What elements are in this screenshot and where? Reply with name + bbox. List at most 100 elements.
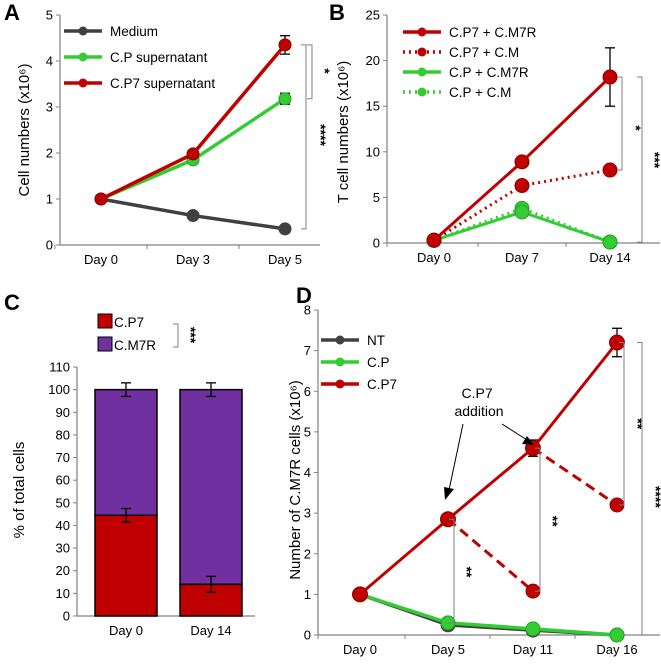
legend-label: C.P7: [367, 377, 397, 392]
y-tick-label: 80: [56, 427, 70, 442]
data-point: [602, 69, 618, 85]
series-line: [359, 592, 618, 637]
y-tick-label: 0: [304, 628, 311, 643]
panel-label: C: [4, 290, 20, 315]
significance-bracket: [617, 76, 623, 171]
significance-label: *: [317, 68, 333, 74]
annotation-arrow: [448, 423, 464, 491]
significance-bracket: [301, 44, 307, 230]
data-point: [609, 627, 625, 643]
y-tick-label: 6: [304, 384, 311, 399]
x-tick-label: Day 0: [84, 252, 118, 267]
significance-label: ***: [647, 152, 661, 169]
legend-label: C.P7 + C.M: [449, 45, 519, 60]
y-tick-label: 3: [304, 506, 311, 521]
series-line: [359, 592, 618, 637]
significance-bracket: [637, 342, 643, 636]
bar-segment: [94, 388, 158, 517]
legend-label: C.P7 supernatant: [110, 76, 215, 91]
data-point: [602, 234, 618, 250]
x-tick-label: Day 0: [109, 623, 143, 638]
legend-label: C.M7R: [114, 338, 156, 353]
legend-marker: [417, 67, 427, 77]
y-axis-label: Cell numbers (x10⁶): [16, 64, 33, 197]
y-axis-label: % of total cells: [11, 442, 28, 539]
y-axis-label: T cell numbers (x10⁶): [335, 61, 352, 204]
series-line: [359, 341, 619, 596]
y-tick-label: 15: [366, 99, 380, 114]
bar-segment: [179, 583, 243, 617]
y-tick-label: 5: [304, 424, 311, 439]
legend-marker: [417, 27, 427, 37]
legend-marker: [78, 78, 88, 88]
x-tick-label: Day 5: [268, 252, 302, 267]
y-tick-label: 70: [56, 450, 70, 465]
data-point: [426, 232, 442, 248]
legend-marker: [335, 357, 345, 367]
significance-bracket: [449, 518, 455, 624]
addition-branch-line: [532, 446, 618, 507]
y-tick-label: 2: [46, 146, 53, 161]
significance-bracket: [307, 44, 313, 100]
legend-marker: [78, 26, 88, 36]
bar-segment: [179, 388, 243, 586]
annotation-line-2: addition: [454, 403, 503, 419]
data-point: [514, 154, 530, 170]
x-tick-label: Day 14: [190, 623, 231, 638]
significance-label: **: [459, 567, 475, 578]
legend-marker: [417, 87, 427, 97]
data-point: [278, 222, 292, 236]
legend-label: Medium: [110, 24, 158, 39]
series-line: [100, 43, 287, 201]
y-tick-label: 0: [63, 609, 70, 624]
significance-bracket: [173, 323, 179, 348]
panel-label: A: [4, 0, 20, 25]
legend-label: C.P + C.M: [449, 85, 511, 100]
data-point: [278, 92, 292, 106]
y-tick-label: 20: [56, 563, 70, 578]
y-tick-label: 1: [46, 192, 53, 207]
data-point: [602, 162, 618, 178]
legend-label: NT: [367, 333, 385, 348]
x-tick-label: Day 7: [505, 250, 539, 265]
x-tick-label: Day 16: [596, 642, 637, 657]
data-point: [514, 204, 530, 220]
data-point: [440, 511, 456, 528]
y-tick-label: 0: [373, 236, 380, 251]
legend-label: C.P7 + C.M7R: [449, 25, 537, 40]
legend-label: C.P: [367, 355, 390, 370]
data-point: [440, 615, 456, 631]
x-tick-label: Day 11: [513, 642, 553, 657]
y-tick-label: 110: [49, 360, 70, 375]
x-tick-label: Day 14: [589, 250, 630, 265]
data-point: [186, 147, 200, 161]
y-tick-label: 30: [56, 541, 70, 556]
arrowhead: [444, 487, 454, 500]
panel-label: D: [296, 283, 312, 308]
panel-label: B: [329, 0, 345, 25]
legend-marker: [335, 335, 345, 345]
y-tick-label: 5: [373, 190, 380, 205]
y-tick-label: 10: [366, 144, 380, 159]
y-tick-label: 0: [46, 238, 53, 253]
x-tick-label: Day 0: [343, 642, 377, 657]
y-tick-label: 2: [304, 546, 311, 561]
y-tick-label: 4: [304, 465, 311, 480]
y-tick-label: 3: [46, 100, 53, 115]
y-tick-label: 100: [48, 382, 70, 397]
significance-label: ****: [648, 486, 661, 508]
y-axis-label: Number of C.M7R cells (x10⁶): [287, 380, 304, 580]
legend-marker: [335, 379, 345, 389]
data-point: [278, 38, 292, 52]
arrowhead: [522, 436, 534, 445]
data-point: [514, 178, 530, 194]
x-tick-label: Day 5: [431, 642, 465, 657]
significance-label: ***: [183, 327, 199, 344]
data-point: [352, 586, 368, 603]
annotation-text: C.P7 addition: [454, 385, 503, 419]
significance-label: **: [545, 516, 561, 527]
y-tick-label: 10: [56, 586, 70, 601]
data-point: [94, 192, 108, 206]
bar-segment: [94, 514, 158, 617]
